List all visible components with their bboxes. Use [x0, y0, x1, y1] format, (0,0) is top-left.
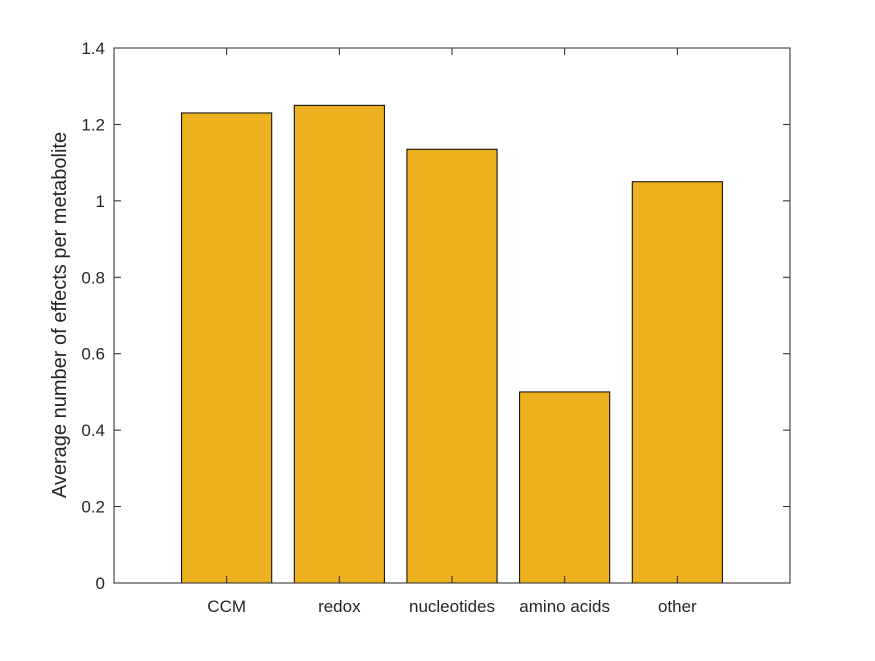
y-tick-label: 1.2	[81, 115, 105, 134]
ticks-layer	[114, 47, 790, 584]
y-axis-label: Average number of effects per metabolite	[49, 132, 71, 498]
bar-amino-acids	[519, 391, 611, 584]
bar-nucleotides	[406, 148, 498, 584]
y-tick-label: 0.6	[81, 345, 105, 364]
y-tick-label: 0.2	[81, 498, 105, 517]
y-tick-label: 1.4	[81, 39, 105, 58]
bar-ccm	[181, 112, 273, 584]
x-tick-label: redox	[318, 597, 361, 616]
x-tick-label: nucleotides	[409, 597, 495, 616]
bar-other	[631, 181, 723, 584]
y-tick-label: 1	[96, 192, 105, 211]
y-tick-label: 0.8	[81, 268, 105, 287]
x-tick-label: amino acids	[519, 597, 610, 616]
bars-layer	[181, 104, 723, 584]
bar-redox	[293, 104, 385, 584]
x-tick-label: CCM	[207, 597, 246, 616]
x-tick-label: other	[658, 597, 697, 616]
y-tick-label: 0.4	[81, 421, 105, 440]
y-tick-label: 0	[96, 574, 105, 593]
x-tick-labels: CCM redox nucleotides amino acids other	[207, 597, 697, 616]
y-tick-labels: 0 0.2 0.4 0.6 0.8 1 1.2 1.4	[81, 39, 105, 593]
